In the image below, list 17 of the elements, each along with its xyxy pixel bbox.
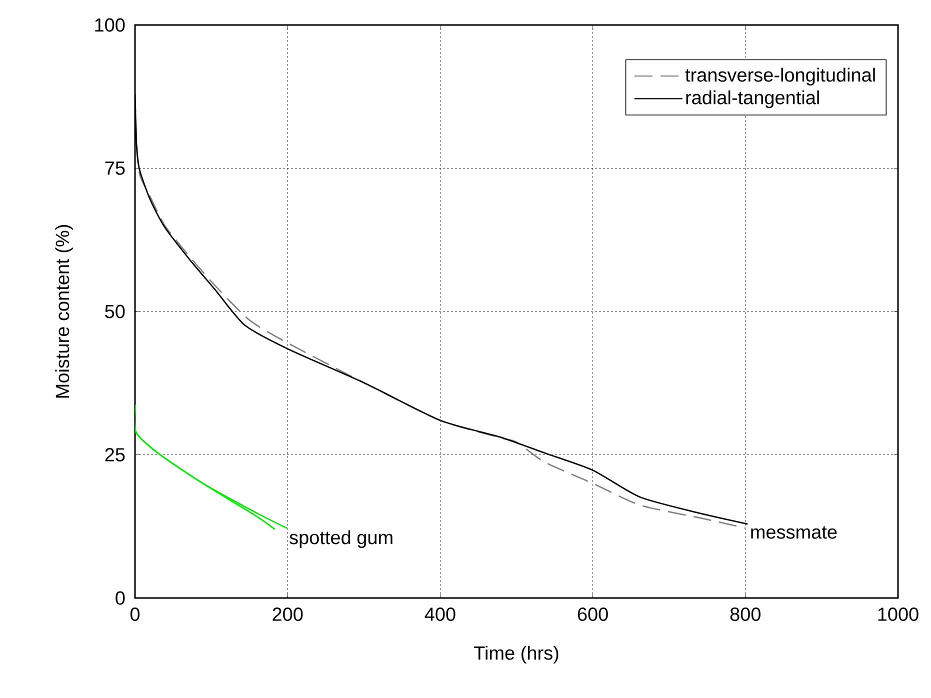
x-axis-title: Time (hrs): [474, 646, 558, 664]
y-tick-label: 0: [116, 591, 125, 605]
y-tick-label: 25: [105, 448, 125, 462]
x-tick-label: 600: [578, 608, 608, 621]
annotation: spotted gum: [290, 530, 392, 548]
x-tick-label: 400: [424, 608, 456, 621]
y-tick-label: 50: [105, 304, 125, 318]
y-tick-label: 75: [105, 162, 125, 175]
x-tick-label: 800: [730, 608, 760, 621]
y-axis-title: Moisture content (%): [55, 225, 73, 398]
x-tick-label: 0: [130, 608, 140, 621]
legend-label: radial-tangential: [686, 90, 819, 108]
x-tick-label: 200: [272, 608, 303, 621]
annotation: messmate: [751, 526, 837, 539]
legend-label: transverse-longitudinal: [685, 68, 875, 86]
y-tick-label: 100: [95, 18, 125, 32]
x-tick-label: 1000: [878, 608, 918, 621]
